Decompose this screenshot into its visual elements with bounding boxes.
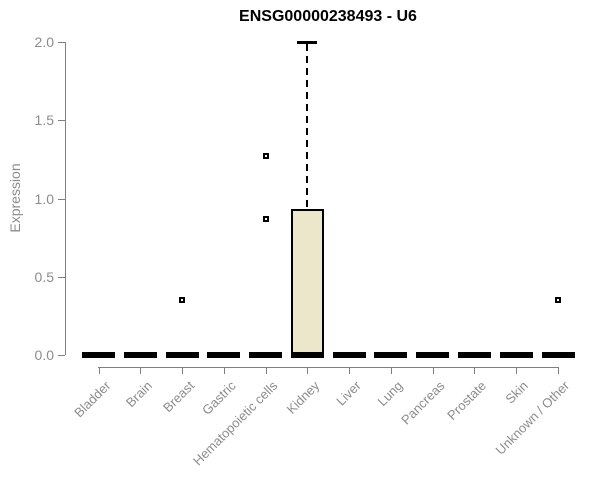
- whisker-cap: [297, 41, 318, 44]
- x-tick: [432, 367, 434, 374]
- x-tick: [558, 367, 559, 374]
- y-tick: [58, 198, 65, 200]
- x-tick: [307, 367, 309, 374]
- median-line: [207, 352, 241, 358]
- y-tick-label: 1.0: [34, 190, 54, 207]
- x-tick-label: Bladder: [71, 378, 114, 421]
- median-line: [541, 352, 575, 358]
- median-line: [82, 352, 116, 358]
- outlier-point: [179, 297, 186, 304]
- whisker: [306, 44, 309, 210]
- outlier-point: [262, 153, 269, 160]
- median-line: [332, 352, 366, 358]
- y-tick: [58, 120, 65, 122]
- outlier-point: [555, 297, 561, 304]
- y-tick-label: 1.5: [34, 112, 54, 129]
- median-line: [374, 352, 408, 358]
- x-tick-label: Breast: [159, 378, 197, 416]
- x-tick: [140, 367, 142, 374]
- x-tick: [516, 367, 518, 374]
- chart-title: ENSG00000238493 - U6: [239, 8, 417, 25]
- x-tick-label: Unknown / Other: [493, 378, 573, 458]
- x-tick-label: Gastric: [198, 378, 239, 418]
- median-line: [457, 352, 491, 358]
- x-tick-label: Liver: [333, 378, 364, 409]
- x-tick: [474, 367, 476, 374]
- x-tick: [98, 367, 100, 374]
- median-line: [499, 352, 533, 358]
- median-line: [123, 352, 157, 358]
- y-axis-line: [65, 42, 66, 355]
- outlier-core: [264, 155, 267, 158]
- x-tick: [349, 367, 351, 374]
- outlier-core: [264, 217, 267, 220]
- y-tick: [58, 276, 65, 278]
- x-tick-label: Pancreas: [397, 378, 448, 428]
- x-tick: [182, 367, 184, 374]
- x-tick-label: Prostate: [444, 378, 490, 423]
- outlier-core: [181, 299, 184, 302]
- x-tick: [390, 367, 392, 374]
- x-axis-line: [98, 367, 559, 368]
- y-tick-label: 0.5: [34, 268, 54, 285]
- median-line: [290, 352, 324, 358]
- outlier-point: [262, 215, 269, 222]
- y-tick: [58, 42, 65, 43]
- median-line: [249, 352, 283, 358]
- x-tick-label: Lung: [374, 378, 406, 410]
- y-tick-label: 0.0: [34, 347, 54, 363]
- box: [290, 209, 324, 355]
- x-tick: [265, 367, 267, 374]
- x-tick: [223, 367, 225, 374]
- y-tick: [58, 355, 65, 356]
- median-line: [165, 352, 199, 358]
- outlier-core: [557, 299, 559, 302]
- x-tick-label: Brain: [123, 378, 156, 411]
- x-tick-label: Skin: [502, 378, 531, 407]
- y-tick-label: 2.0: [34, 34, 54, 50]
- x-tick-label: Kidney: [283, 378, 323, 417]
- median-line: [416, 352, 450, 358]
